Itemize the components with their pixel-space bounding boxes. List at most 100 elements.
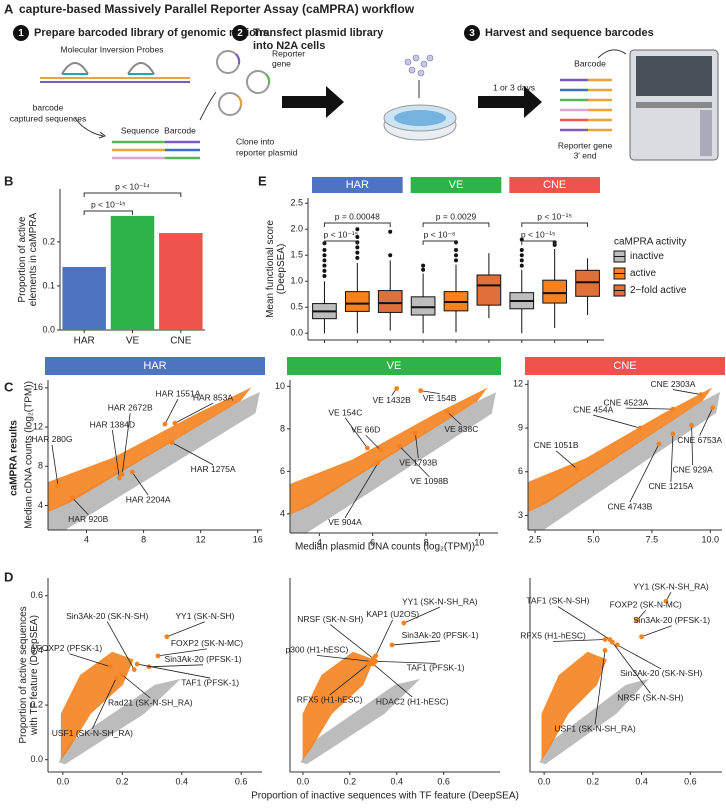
legend-label: inactive: [630, 251, 664, 262]
leader-line: [171, 442, 214, 466]
y-axis-label: elements in caMPRA: [28, 212, 39, 306]
reads: [560, 78, 612, 132]
highlighted-point: [69, 495, 75, 501]
outlier: [454, 253, 458, 258]
strip-label: CNE: [543, 179, 566, 191]
x-tick-label: 4: [84, 534, 89, 544]
highlighted-point: [162, 421, 168, 427]
leader-line: [365, 434, 381, 451]
highlighted-point: [378, 447, 384, 453]
leader-line: [447, 411, 462, 426]
x-tick-label: 4: [317, 537, 322, 547]
highlighted-point: [169, 440, 175, 446]
highlighted-point: [373, 653, 379, 659]
leader-line: [641, 625, 672, 638]
arrow: [74, 117, 104, 137]
point-label: FOXP2 (PFSK-1): [37, 643, 103, 653]
leader-line: [329, 663, 369, 696]
clone-label: Clone into: [236, 136, 275, 146]
highlighted-point: [614, 642, 620, 648]
x-tick-label: HAR: [74, 336, 95, 347]
point-label: CNE 929A: [673, 464, 713, 474]
highlighted-point: [634, 617, 640, 623]
outlier: [388, 229, 393, 234]
x-tick-label: 0.6: [684, 776, 697, 786]
highlighted-point: [172, 420, 178, 426]
x-tick-label: 12: [196, 534, 206, 544]
outlier: [355, 255, 360, 260]
inactive-cloud: [58, 678, 181, 765]
point-label: CNE 2303A: [651, 379, 696, 389]
highlighted-point: [656, 441, 662, 447]
probes-label: Molecular Inversion Probes: [61, 44, 164, 54]
p-value: p = 0.0029: [436, 211, 477, 221]
y-tick-label: 16: [33, 382, 43, 392]
outlier: [454, 248, 458, 253]
inactive-cloud: [300, 678, 421, 765]
x-tick-label: 8: [141, 534, 146, 544]
inactive-cloud: [539, 678, 650, 765]
cells: [404, 54, 434, 77]
leader-line: [137, 663, 211, 679]
highlighted-point: [637, 425, 643, 431]
point-label: Sin3Ak-20 (PFSK-1): [402, 630, 479, 640]
point-label: p300 (H1-hESC): [286, 645, 349, 655]
leader-line: [625, 407, 673, 410]
bracket: [422, 240, 457, 245]
point-label: Rad21 (SK-N-SH_RA): [108, 697, 193, 707]
point-label: NRSF (SK-N-SH): [297, 614, 363, 624]
outlier: [421, 267, 426, 272]
point-label: HAR 1275A: [191, 464, 236, 474]
y-tick-label: 2.0: [290, 224, 303, 234]
highlighted-point: [375, 460, 381, 466]
point-label: CNE 4523A: [603, 397, 648, 407]
point-label: YY1 (SK-N-SH): [175, 611, 234, 621]
outlier: [322, 248, 327, 253]
x-tick-label: 0.6: [437, 776, 450, 786]
y-axis-label: Proportion of active sequences: [18, 606, 29, 743]
highlighted-point: [155, 653, 161, 659]
point-label: KAP1 (U2OS): [366, 609, 419, 619]
point-label: Sin3Ak-20 (PFSK-1): [165, 654, 242, 664]
point-label: NRSF (SK-N-SH): [617, 692, 683, 702]
y-tick-label: 3: [518, 510, 523, 520]
highlighted-point: [602, 637, 608, 642]
highlighted-point: [164, 634, 170, 640]
leader-line: [691, 425, 694, 466]
outlier: [519, 258, 524, 263]
outlier: [519, 248, 524, 253]
outlier: [322, 263, 327, 268]
x-tick-label: 8: [423, 537, 428, 547]
y-tick-label: 0.0: [30, 754, 43, 764]
highlighted-point: [444, 409, 450, 415]
sequence-label: Sequence: [121, 125, 160, 135]
highlighted-point: [131, 667, 137, 672]
leader-line: [373, 663, 413, 698]
highlighted-point: [134, 661, 140, 667]
p-value: p = 0.00048: [335, 211, 380, 221]
y-tick-label: 0.2: [30, 699, 43, 709]
inactive-cloud: [48, 392, 260, 530]
bracket: [521, 240, 556, 245]
active-cloud: [48, 387, 252, 512]
highlighted-point: [366, 661, 372, 667]
x-tick-label: 0.0: [297, 776, 310, 786]
leader-line: [612, 641, 651, 694]
box: [575, 269, 600, 297]
reporter-label: gene: [272, 58, 291, 68]
point-label: HAR 1384D: [90, 419, 135, 429]
outlier: [519, 263, 524, 268]
active-cloud: [290, 387, 488, 515]
legend-label: 2−fold active: [630, 285, 687, 296]
step-title: Transfect plasmid library: [253, 27, 384, 39]
x-tick-label: 0.2: [587, 776, 600, 786]
inactive-cloud: [528, 392, 721, 530]
leader-line: [344, 462, 379, 519]
leader-line: [420, 390, 440, 395]
step-badge: [232, 25, 248, 41]
point-label: CNE 1051B: [534, 440, 579, 450]
leader-line: [629, 443, 660, 503]
inactive-cloud: [290, 392, 496, 533]
y-tick-label: 0.4: [30, 645, 43, 655]
